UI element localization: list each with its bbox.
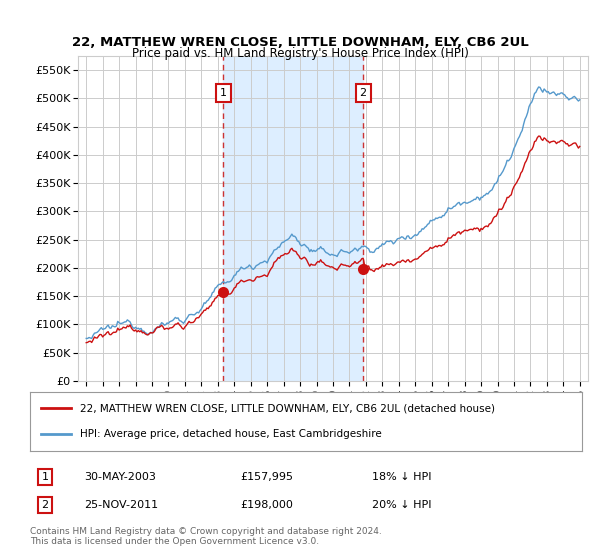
Text: HPI: Average price, detached house, East Cambridgeshire: HPI: Average price, detached house, East… <box>80 430 382 440</box>
Text: 2: 2 <box>359 88 367 97</box>
Text: 20% ↓ HPI: 20% ↓ HPI <box>372 500 431 510</box>
Text: 18% ↓ HPI: 18% ↓ HPI <box>372 472 431 482</box>
Text: 22, MATTHEW WREN CLOSE, LITTLE DOWNHAM, ELY, CB6 2UL (detached house): 22, MATTHEW WREN CLOSE, LITTLE DOWNHAM, … <box>80 403 494 413</box>
Text: Contains HM Land Registry data © Crown copyright and database right 2024.
This d: Contains HM Land Registry data © Crown c… <box>30 526 382 546</box>
Text: 1: 1 <box>220 88 227 97</box>
Text: 30-MAY-2003: 30-MAY-2003 <box>84 472 156 482</box>
Text: £157,995: £157,995 <box>240 472 293 482</box>
Text: 22, MATTHEW WREN CLOSE, LITTLE DOWNHAM, ELY, CB6 2UL: 22, MATTHEW WREN CLOSE, LITTLE DOWNHAM, … <box>71 35 529 49</box>
Text: Price paid vs. HM Land Registry's House Price Index (HPI): Price paid vs. HM Land Registry's House … <box>131 46 469 60</box>
Text: 1: 1 <box>41 472 49 482</box>
Text: £198,000: £198,000 <box>240 500 293 510</box>
Bar <box>223 56 363 381</box>
Text: 25-NOV-2011: 25-NOV-2011 <box>84 500 158 510</box>
Text: 2: 2 <box>41 500 49 510</box>
